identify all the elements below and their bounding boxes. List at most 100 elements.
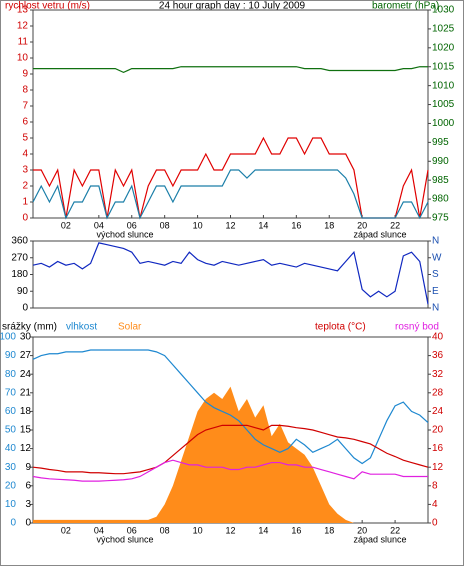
y-tick-label: 3: [22, 165, 28, 176]
legend-label: rosný bod: [395, 322, 439, 333]
y2-tick-label: N: [432, 303, 439, 314]
series-line: [32, 169, 429, 220]
y-tick-label: 180: [11, 269, 28, 280]
y-tick-label: 18: [20, 406, 32, 417]
x-tick-label: 16: [291, 525, 301, 535]
x-tick-label: 20: [357, 525, 367, 535]
y2-tick-label: 4: [432, 499, 438, 510]
y-tick-label: 5: [22, 133, 28, 144]
x-tick-label: 22: [390, 525, 400, 535]
y2-tick-label: W: [432, 252, 442, 263]
y2-tick-label: 32: [432, 369, 444, 380]
annotation: západ slunce: [353, 229, 406, 239]
y3-tick-label: 70: [5, 387, 17, 398]
y2-tick-label: 985: [432, 175, 449, 186]
y-tick-label: 0: [22, 303, 28, 314]
y2-tick-label: 8: [432, 480, 438, 491]
y2-tick-label: 16: [432, 443, 444, 454]
y-tick-label: 12: [20, 443, 32, 454]
plot-area: [32, 9, 429, 219]
annotation: východ slunce: [96, 534, 153, 544]
x-tick-label: 04: [94, 525, 104, 535]
y-tick-label: 9: [25, 462, 31, 473]
y-axis-title: rychlost vetru (m/s): [5, 1, 90, 12]
x-tick-label: 14: [258, 525, 268, 535]
y3-tick-label: 90: [5, 350, 17, 361]
y-tick-label: 7: [22, 101, 28, 112]
y2-tick-label: 12: [432, 462, 444, 473]
y2-tick-label: 980: [432, 194, 449, 205]
y-tick-label: 9: [22, 69, 28, 80]
y3-tick-label: 80: [5, 369, 17, 380]
y2-tick-label: 0: [432, 518, 438, 529]
x-tick-label: 08: [160, 525, 170, 535]
y-tick-label: 13: [17, 5, 29, 16]
x-tick-label: 18: [324, 525, 334, 535]
y3-tick-label: 40: [5, 443, 17, 454]
annotation: východ slunce: [96, 229, 153, 239]
y2-tick-label: 40: [432, 332, 444, 343]
y2-tick-label: 1025: [432, 24, 455, 35]
y2-tick-label: 990: [432, 156, 449, 167]
y-tick-label: 3: [25, 499, 31, 510]
series-line: [32, 459, 428, 482]
x-tick-label: 16: [291, 220, 301, 230]
y2-tick-label: 975: [432, 213, 449, 224]
series-line: [33, 66, 428, 74]
y2-tick-label: E: [432, 286, 439, 297]
y2-tick-label: 1020: [432, 42, 455, 53]
y2-tick-label: 1000: [432, 118, 455, 129]
y-tick-label: 0: [25, 518, 31, 529]
y2-tick-label: 36: [432, 350, 444, 361]
annotation: západ slunce: [353, 534, 406, 544]
series-line: [32, 242, 429, 305]
x-tick-label: 22: [390, 220, 400, 230]
x-tick-label: 06: [127, 220, 137, 230]
y-tick-label: 1: [22, 197, 28, 208]
x-tick-label: 10: [193, 525, 203, 535]
y-tick-label: 90: [17, 286, 29, 297]
y3-tick-label: 0: [10, 518, 16, 529]
legend-label: teplota (°C): [315, 322, 366, 333]
y-tick-label: 11: [18, 37, 29, 48]
y-tick-label: 24: [20, 369, 32, 380]
x-tick-label: 02: [61, 525, 71, 535]
y3-tick-label: 10: [5, 499, 17, 510]
y-tick-label: 10: [17, 53, 29, 64]
y-tick-label: 270: [11, 252, 28, 263]
y3-tick-label: 20: [5, 480, 17, 491]
plot-area: [32, 240, 429, 309]
series-line: [32, 424, 429, 475]
y2-tick-label: 24: [432, 406, 444, 417]
x-tick-label: 20: [357, 220, 367, 230]
chart-title: 24 hour graph day : 10 July 2009: [159, 1, 306, 12]
y-tick-label: 6: [22, 117, 28, 128]
y3-tick-label: 50: [5, 425, 17, 436]
y2-tick-label: 28: [432, 387, 444, 398]
y3-tick-label: 100: [0, 332, 16, 343]
y2-tick-label: 1010: [432, 80, 455, 91]
y-tick-label: 27: [20, 350, 32, 361]
x-tick-label: 10: [193, 220, 203, 230]
y2-tick-label: 995: [432, 137, 449, 148]
x-tick-label: 08: [160, 220, 170, 230]
legend-label: Solar: [118, 322, 142, 333]
x-tick-label: 06: [127, 525, 137, 535]
x-tick-label: 12: [225, 525, 235, 535]
y-tick-label: 0: [22, 213, 28, 224]
y3-tick-label: 30: [5, 462, 17, 473]
legend-label: vlhkost: [66, 322, 97, 333]
y-tick-label: 15: [20, 425, 32, 436]
y-tick-label: 12: [17, 21, 29, 32]
y2-tick-label: 1015: [432, 61, 455, 72]
y-tick-label: 2: [22, 181, 28, 192]
x-tick-label: 14: [258, 220, 268, 230]
y-tick-label: 8: [22, 85, 28, 96]
y2-tick-label: 20: [432, 425, 444, 436]
y-tick-label: 21: [20, 387, 32, 398]
y-tick-label: 360: [11, 236, 28, 247]
solar-area: [33, 386, 428, 523]
y2-tick-label: 1030: [432, 5, 455, 16]
y3-tick-label: 60: [5, 406, 17, 417]
series-line: [32, 349, 429, 465]
